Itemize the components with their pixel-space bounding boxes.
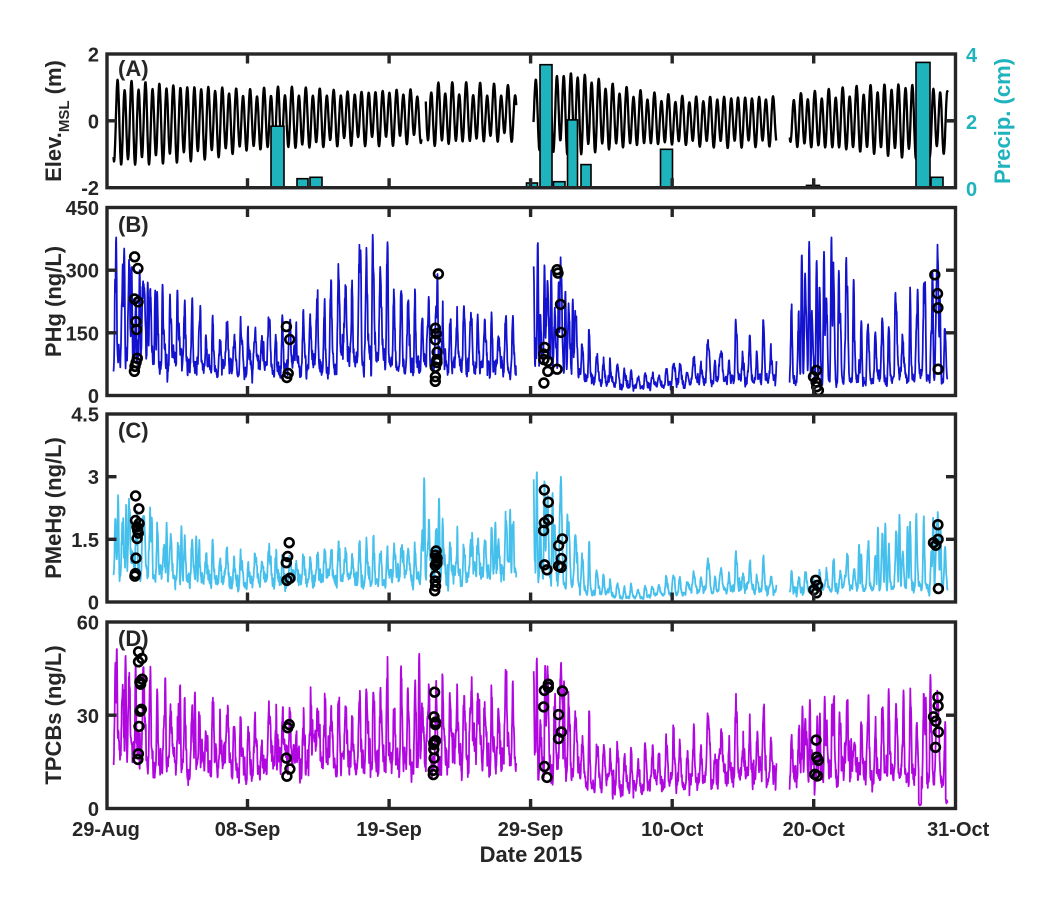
svg-text:0: 0 bbox=[966, 179, 977, 201]
svg-text:0: 0 bbox=[88, 799, 99, 821]
svg-text:450: 450 bbox=[66, 198, 99, 220]
svg-text:(B): (B) bbox=[118, 212, 149, 237]
svg-text:2: 2 bbox=[88, 45, 99, 67]
svg-text:60: 60 bbox=[77, 613, 99, 635]
svg-text:Date 2015: Date 2015 bbox=[480, 842, 583, 867]
svg-text:150: 150 bbox=[66, 323, 99, 345]
svg-text:Precip. (cm): Precip. (cm) bbox=[990, 58, 1015, 184]
svg-text:0: 0 bbox=[88, 111, 99, 133]
svg-text:29-Sep: 29-Sep bbox=[498, 819, 564, 841]
svg-text:2: 2 bbox=[966, 112, 977, 134]
svg-text:29-Aug: 29-Aug bbox=[72, 819, 140, 841]
svg-text:08-Sep: 08-Sep bbox=[215, 819, 281, 841]
svg-text:(C): (C) bbox=[118, 418, 149, 443]
svg-text:30: 30 bbox=[77, 706, 99, 728]
svg-text:4: 4 bbox=[966, 45, 978, 67]
svg-text:10-Oct: 10-Oct bbox=[641, 819, 704, 841]
svg-text:(D): (D) bbox=[118, 626, 149, 651]
svg-text:1.5: 1.5 bbox=[71, 530, 99, 552]
svg-text:300: 300 bbox=[66, 261, 99, 283]
svg-text:3: 3 bbox=[88, 467, 99, 489]
svg-text:TPCBs (ng/L): TPCBs (ng/L) bbox=[41, 645, 66, 784]
svg-text:4.5: 4.5 bbox=[71, 405, 99, 427]
svg-text:20-Oct: 20-Oct bbox=[783, 819, 846, 841]
svg-text:0: 0 bbox=[88, 386, 99, 408]
svg-text:19-Sep: 19-Sep bbox=[356, 819, 422, 841]
svg-text:31-Oct: 31-Oct bbox=[927, 819, 990, 841]
svg-text:0: 0 bbox=[88, 593, 99, 615]
svg-text:(A): (A) bbox=[118, 56, 149, 81]
svg-text:-2: -2 bbox=[81, 178, 99, 200]
svg-text:PMeHg (ng/L): PMeHg (ng/L) bbox=[41, 437, 66, 579]
svg-text:PHg (ng/L): PHg (ng/L) bbox=[41, 246, 66, 357]
